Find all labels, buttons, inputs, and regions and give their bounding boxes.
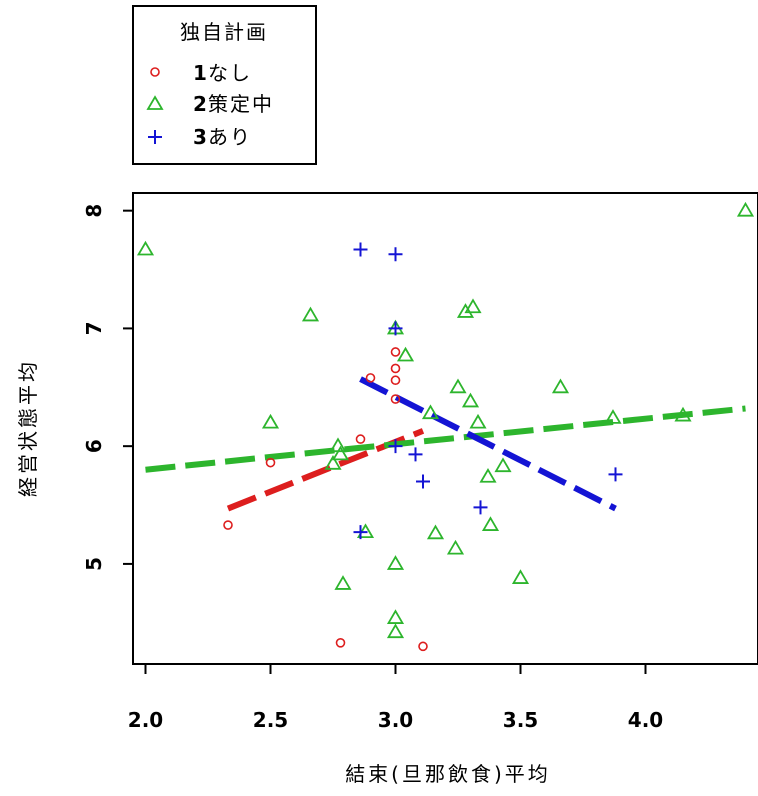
y-tick-label: 5	[82, 557, 106, 571]
y-axis: 5 6 7 8	[82, 204, 133, 571]
x-tick-label: 2.0	[128, 708, 163, 732]
legend-entry-num: 2	[193, 92, 209, 116]
point-triangle	[386, 623, 405, 639]
x-tick-label: 3.5	[503, 708, 538, 732]
y-axis-title: 経営状態平均	[16, 359, 40, 497]
point-triangle	[426, 524, 445, 540]
legend-triangle-marker	[146, 95, 164, 110]
data-points	[136, 201, 755, 652]
y-tick-label: 8	[82, 204, 106, 218]
point-circle	[265, 457, 276, 468]
point-circle	[223, 520, 233, 530]
point-circle	[390, 375, 401, 386]
point-plus	[608, 467, 623, 482]
point-triangle	[604, 409, 622, 424]
point-plus	[416, 474, 430, 489]
point-triangle	[324, 455, 342, 470]
point-plus	[353, 525, 368, 540]
point-plus	[388, 439, 403, 454]
point-plus	[408, 447, 423, 462]
legend-entry-label: なし	[208, 61, 252, 85]
point-plus	[388, 321, 403, 336]
point-triangle	[479, 467, 497, 483]
legend-entry-2: 2 策定中	[146, 92, 274, 116]
point-triangle	[464, 298, 482, 314]
point-triangle	[469, 413, 487, 429]
point-circle	[390, 363, 401, 374]
point-triangle	[449, 378, 467, 394]
point-triangle	[551, 378, 570, 394]
legend-entry-num: 3	[193, 125, 209, 149]
legend: 独自計画 1 なし 2 策定中 3 あり	[132, 5, 317, 165]
fit-lines	[145, 376, 746, 512]
legend-entry-3: 3 あり	[148, 125, 252, 149]
point-circle	[418, 641, 428, 652]
y-tick-label: 6	[82, 439, 106, 453]
legend-title: 独自計画	[180, 20, 268, 44]
point-triangle	[461, 392, 480, 408]
point-triangle	[674, 406, 692, 422]
y-tick-label: 7	[82, 321, 106, 335]
point-triangle	[396, 346, 415, 362]
point-triangle	[331, 445, 350, 461]
legend-entry-label: あり	[208, 125, 252, 149]
point-triangle	[301, 306, 320, 322]
legend-circle-marker	[150, 67, 160, 77]
legend-plus-marker	[148, 130, 162, 144]
point-triangle	[456, 303, 475, 318]
point-circle	[365, 373, 376, 383]
fit-line	[359, 376, 617, 512]
point-plus	[473, 500, 488, 515]
point-plus	[388, 247, 403, 262]
legend-entry-label: 策定中	[208, 92, 274, 116]
x-tick-label: 3.0	[378, 708, 413, 732]
x-axis: 2.0 2.5 3.0 3.5 4.0	[128, 664, 663, 732]
x-tick-label: 4.0	[628, 708, 663, 732]
point-triangle	[511, 569, 530, 584]
point-triangle	[481, 516, 500, 531]
point-plus	[353, 242, 368, 257]
point-circle	[355, 434, 366, 444]
legend-box	[132, 5, 317, 165]
point-triangle	[386, 555, 405, 570]
point-triangle	[446, 539, 465, 555]
fit-line	[145, 405, 746, 473]
point-triangle	[136, 240, 155, 256]
point-circle	[390, 394, 401, 404]
x-axis-title: 結束(旦那飲食)平均	[345, 762, 551, 786]
point-circle	[390, 347, 401, 357]
point-triangle	[261, 413, 280, 429]
legend-entry-num: 1	[193, 61, 209, 85]
legend-entry-1: 1 なし	[150, 61, 252, 85]
point-circle	[335, 638, 346, 648]
point-triangle	[494, 457, 512, 473]
point-triangle	[421, 404, 440, 420]
x-tick-label: 2.5	[253, 708, 288, 732]
point-triangle	[334, 575, 352, 590]
point-triangle	[736, 201, 755, 217]
point-triangle	[386, 609, 405, 624]
plot-frame	[132, 192, 758, 665]
